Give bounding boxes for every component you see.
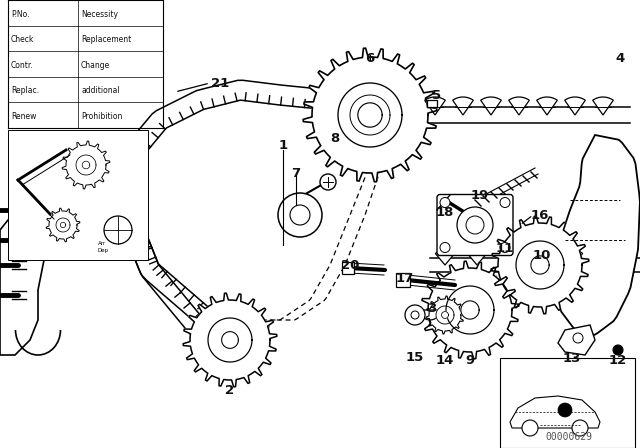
Wedge shape [467,250,486,265]
Wedge shape [435,250,454,265]
Text: 19: 19 [471,189,489,202]
Polygon shape [46,208,80,242]
Polygon shape [426,296,464,334]
Polygon shape [303,48,437,182]
Text: 14: 14 [436,353,454,366]
Polygon shape [421,261,519,359]
Text: 10: 10 [533,249,551,262]
Text: 1: 1 [278,138,287,151]
Wedge shape [499,250,518,265]
Polygon shape [56,218,70,232]
Polygon shape [60,222,66,228]
Polygon shape [500,358,635,448]
Circle shape [290,205,310,225]
Circle shape [278,193,322,237]
Text: Prohibition: Prohibition [81,112,122,121]
Polygon shape [62,141,110,189]
Polygon shape [342,262,354,274]
Polygon shape [491,216,589,314]
Circle shape [522,420,538,436]
Text: 3: 3 [428,302,436,314]
Text: Check: Check [11,35,35,44]
Wedge shape [509,97,529,115]
Polygon shape [358,103,382,127]
Circle shape [405,305,425,325]
Circle shape [500,242,510,253]
Circle shape [440,198,450,207]
Polygon shape [221,332,238,349]
Polygon shape [446,286,494,334]
Polygon shape [0,180,60,355]
Text: 6: 6 [365,52,374,65]
Polygon shape [436,306,454,324]
Wedge shape [420,310,440,320]
Text: 9: 9 [465,353,475,366]
Text: 20: 20 [341,258,359,271]
Polygon shape [111,80,342,351]
Wedge shape [593,97,613,115]
Polygon shape [531,256,549,274]
Text: 8: 8 [330,132,340,145]
Circle shape [573,333,583,343]
Polygon shape [442,311,449,319]
Circle shape [466,216,484,234]
Text: Arr: Arr [98,241,106,246]
Wedge shape [452,97,474,115]
Polygon shape [183,293,277,387]
Wedge shape [564,97,586,115]
Polygon shape [76,155,96,175]
Circle shape [457,207,493,243]
Text: Dep: Dep [98,248,109,253]
Text: 16: 16 [531,208,549,221]
Wedge shape [563,250,582,265]
Polygon shape [208,318,252,362]
Text: Replacement: Replacement [81,35,131,44]
Circle shape [440,242,450,253]
Polygon shape [427,100,437,107]
Polygon shape [82,161,90,169]
Text: 00000629: 00000629 [545,432,593,442]
Text: 5: 5 [433,89,442,102]
Text: Necessity: Necessity [81,9,118,18]
Polygon shape [338,83,402,147]
Text: 2: 2 [225,383,235,396]
Circle shape [558,403,572,417]
Text: 12: 12 [609,353,627,366]
Polygon shape [461,301,479,319]
Circle shape [613,345,623,355]
Polygon shape [112,178,220,351]
Text: Replac.: Replac. [11,86,39,95]
Text: Contr.: Contr. [11,61,34,70]
Text: additional: additional [81,86,120,95]
Text: Change: Change [81,61,110,70]
Circle shape [411,311,419,319]
Circle shape [320,174,336,190]
Text: 18: 18 [436,206,454,219]
Circle shape [104,216,132,244]
Text: 15: 15 [406,350,424,363]
Wedge shape [531,250,550,265]
Polygon shape [396,273,410,287]
Text: 13: 13 [563,352,581,365]
Polygon shape [556,135,640,335]
Text: Renew: Renew [11,112,36,121]
Circle shape [572,420,588,436]
Wedge shape [481,97,501,115]
Polygon shape [8,130,148,260]
Text: 21: 21 [211,77,229,90]
Text: P.No.: P.No. [11,9,29,18]
Polygon shape [558,325,595,355]
Wedge shape [537,97,557,115]
Text: 17: 17 [396,271,414,284]
Text: 7: 7 [291,167,301,180]
Text: 4: 4 [616,52,625,65]
Circle shape [500,198,510,207]
Text: 11: 11 [496,241,514,254]
Polygon shape [516,241,564,289]
Polygon shape [510,396,600,428]
FancyBboxPatch shape [437,194,513,255]
Wedge shape [425,97,445,115]
